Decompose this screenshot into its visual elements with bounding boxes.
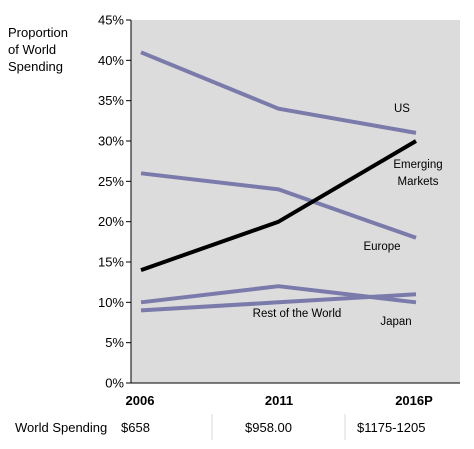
world-spending-value: $958.00	[245, 420, 292, 435]
x-tick-label: 2016P	[395, 393, 433, 408]
y-axis-label-line-3: Spending	[8, 59, 63, 74]
series-line-us	[140, 50, 417, 135]
series-label-japan: Japan	[380, 316, 411, 328]
series-line-emerging-markets	[140, 139, 418, 272]
y-tick-label: 40%	[98, 53, 124, 68]
world-spending-row: World Spending $658 $958.00 $1175-1205	[15, 414, 425, 440]
series-label-europe: Europe	[363, 241, 400, 253]
y-axis-ticks: 0% 5% 10% 15% 20% 25% 30% 35% 40% 45%	[98, 13, 460, 391]
x-tick-label: 2011	[265, 393, 293, 408]
y-tick-label: 15%	[98, 255, 124, 270]
series-line-europe	[140, 171, 417, 240]
series-labels: US Europe Japan Rest of the World Emerging Ma…	[253, 103, 443, 328]
series-label-us: US	[394, 103, 410, 115]
y-tick-label: 5%	[105, 335, 124, 350]
y-axis-label-line-2: of World	[8, 42, 56, 57]
y-axis-label-line-1: Proportion	[8, 25, 68, 40]
world-spending-value: $1175-1205	[357, 420, 425, 435]
y-tick-label: 45%	[98, 13, 124, 28]
x-tick-label: 2006	[126, 393, 155, 408]
plot-area	[131, 20, 460, 383]
world-spending-label: World Spending	[15, 420, 107, 435]
x-axis-ticks: 2006 2011 2016P	[126, 393, 434, 408]
series-lines	[140, 50, 418, 313]
series-label-emerging-markets: Markets	[398, 176, 439, 188]
y-tick-label: 0%	[105, 376, 124, 391]
y-tick-label: 30%	[98, 134, 124, 149]
series-line-rest-of-the-world	[140, 292, 417, 313]
y-tick-label: 35%	[98, 93, 124, 108]
y-tick-label: 10%	[98, 295, 124, 310]
series-label-emerging-markets: Emerging	[393, 159, 442, 171]
world-spending-value: $658	[121, 420, 150, 435]
y-tick-label: 25%	[98, 174, 124, 189]
y-tick-label: 20%	[98, 214, 124, 229]
series-label-rest-of-the-world: Rest of the World	[253, 308, 342, 320]
